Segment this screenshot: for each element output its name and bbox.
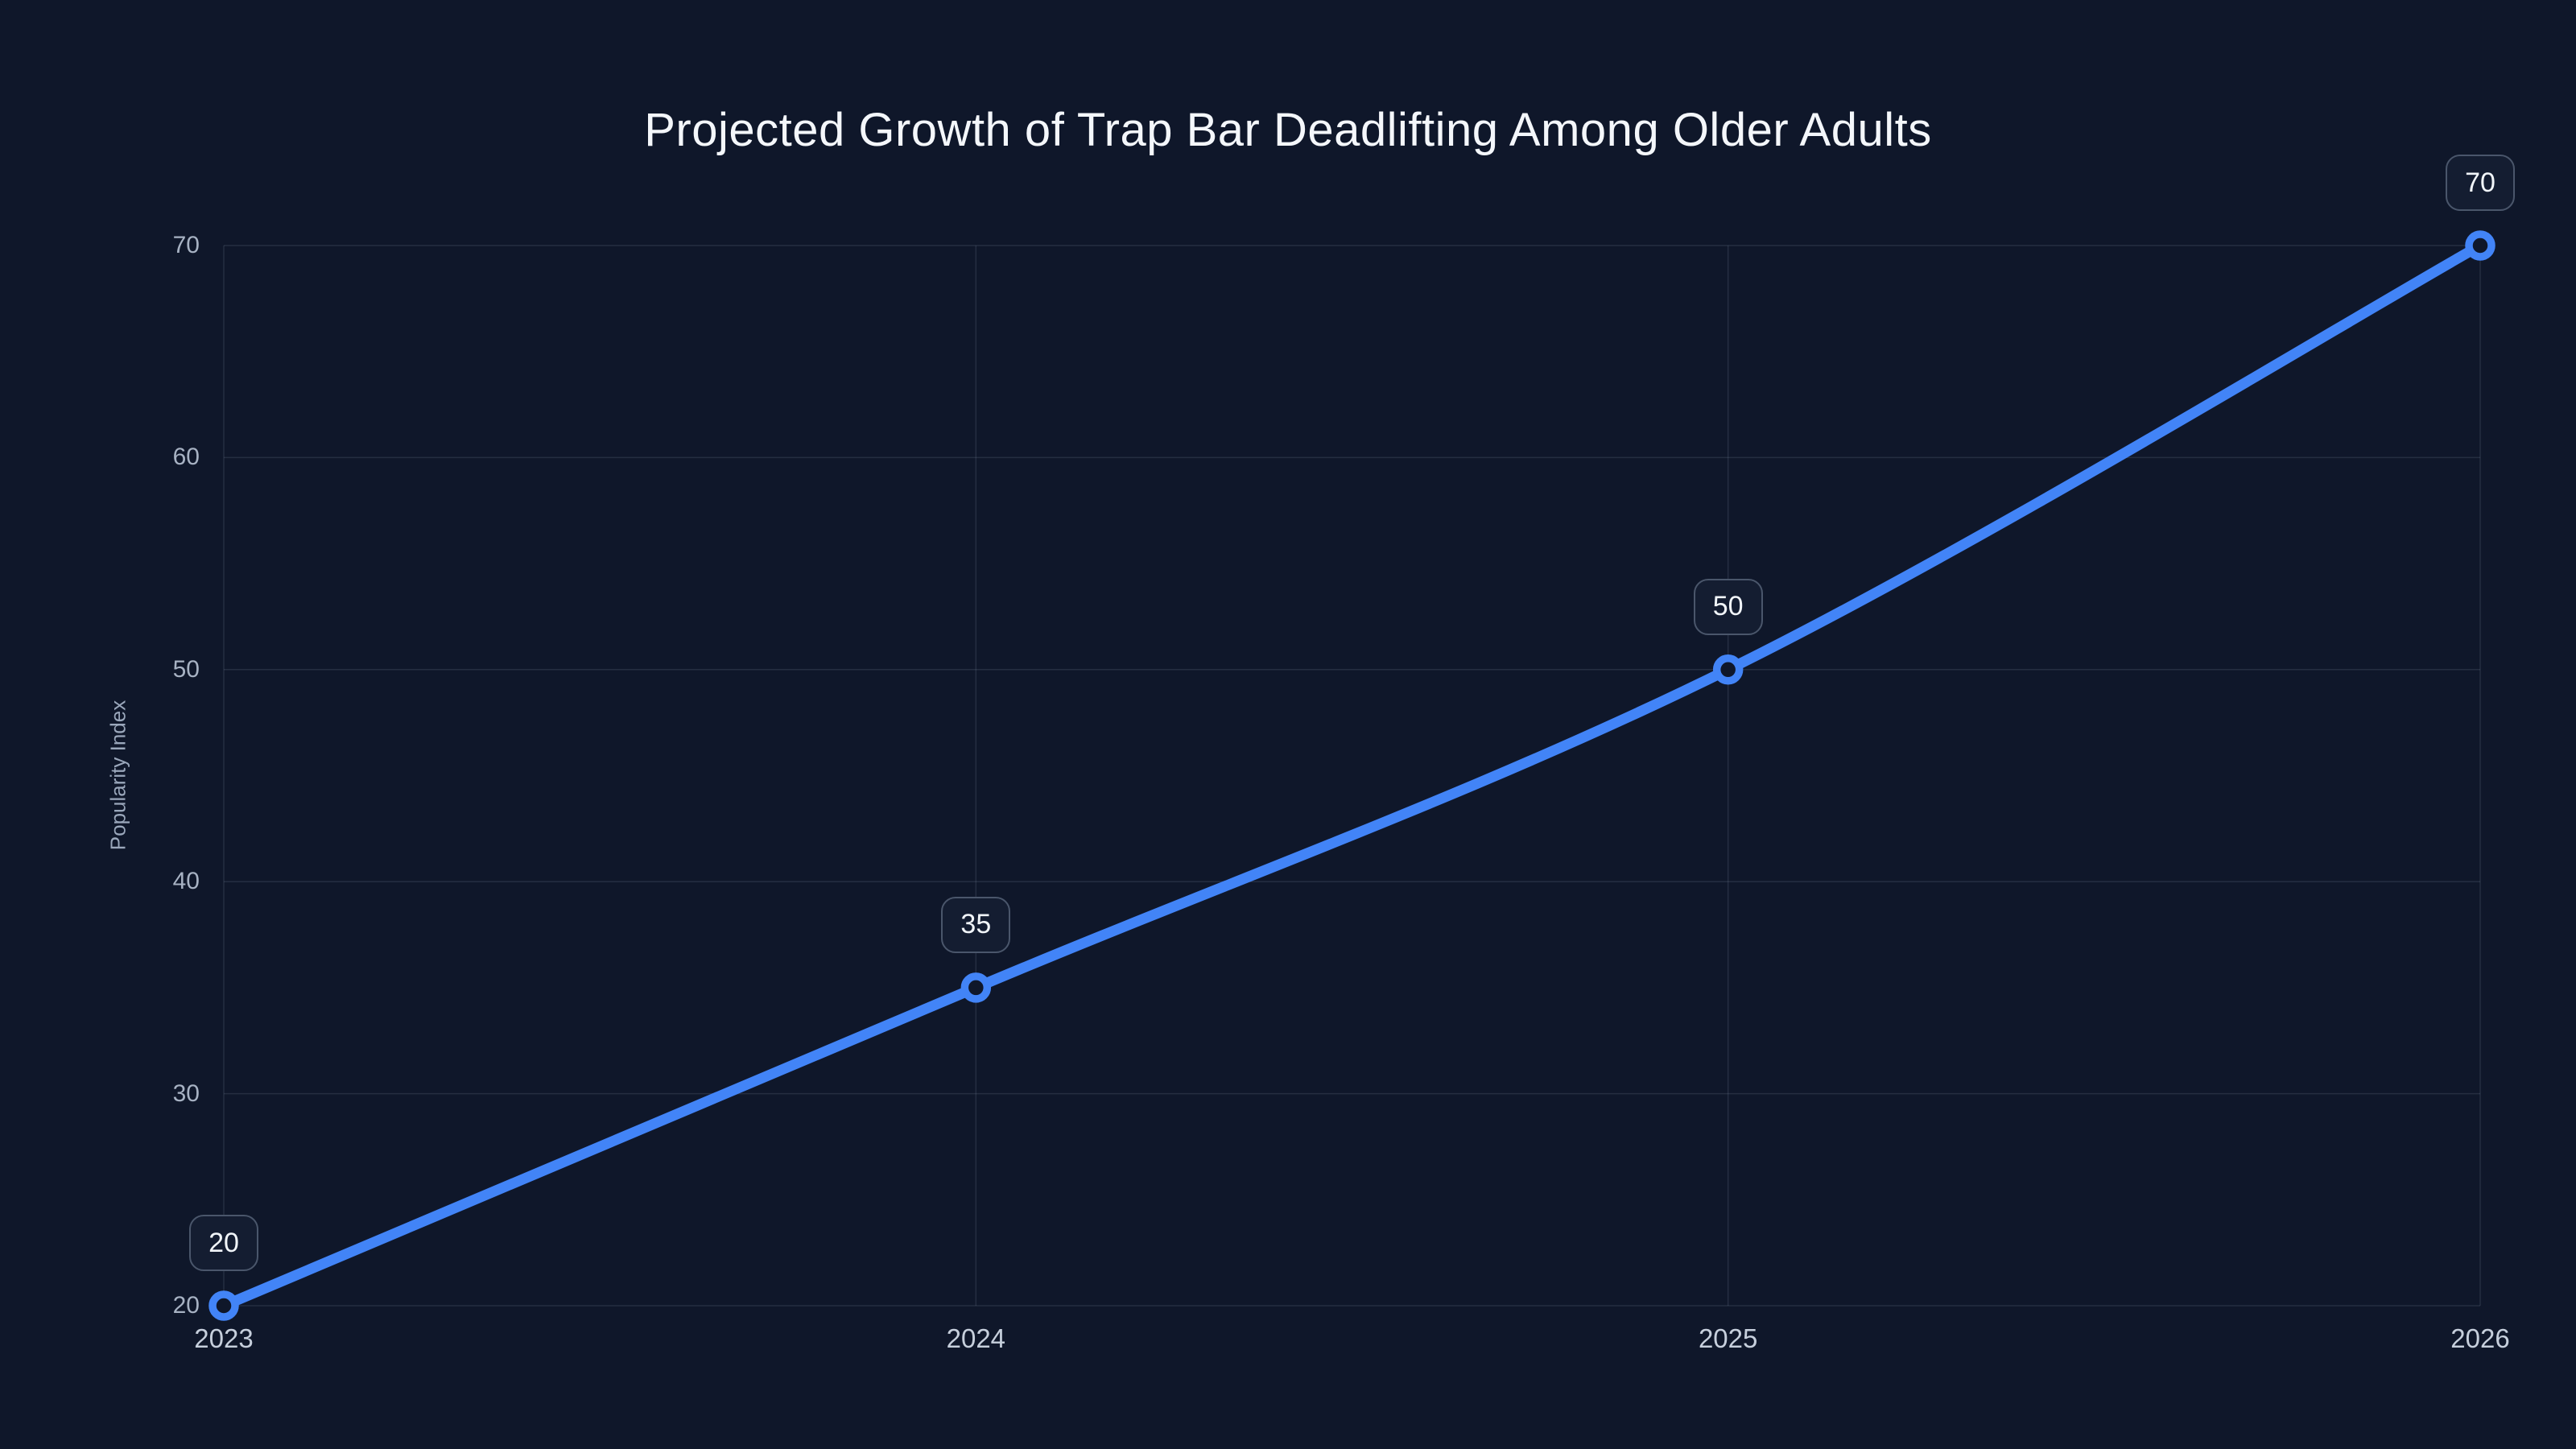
y-tick-label: 50 bbox=[172, 655, 200, 683]
y-tick-label: 30 bbox=[172, 1080, 200, 1107]
x-tick-label: 2024 bbox=[946, 1323, 1006, 1353]
y-tick-label: 60 bbox=[172, 444, 200, 471]
y-tick-label: 20 bbox=[172, 1292, 200, 1319]
series-line bbox=[218, 240, 2486, 1311]
data-point-marker bbox=[960, 972, 992, 1003]
x-tick-label: 2023 bbox=[194, 1323, 254, 1353]
data-label-badge: 35 bbox=[941, 896, 1011, 953]
data-label-badge: 50 bbox=[1693, 578, 1763, 635]
x-tick-label: 2025 bbox=[1698, 1323, 1758, 1353]
data-point-marker bbox=[1712, 654, 1744, 685]
data-point-marker bbox=[2465, 230, 2496, 261]
x-tick-label: 2026 bbox=[2450, 1323, 2510, 1353]
y-tick-label: 70 bbox=[172, 232, 200, 258]
chart-title: Projected Growth of Trap Bar Deadlifting… bbox=[644, 104, 1932, 156]
data-point-marker bbox=[208, 1290, 239, 1321]
data-label-badge: 70 bbox=[2446, 155, 2515, 211]
y-tick-label: 40 bbox=[172, 868, 200, 895]
data-label-badge: 20 bbox=[189, 1215, 258, 1271]
